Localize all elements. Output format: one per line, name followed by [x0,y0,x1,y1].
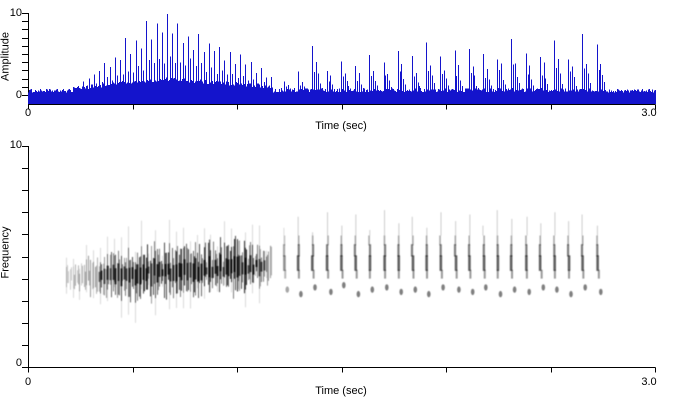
waveform-trace [28,14,656,104]
axes [22,13,656,373]
bottom-ytick-max: 10 [9,139,22,151]
top-xtick-min: 0 [24,107,32,119]
bottom-time-axis-label: Time (sec) [315,385,367,397]
top-ytick-max: 10 [9,7,22,19]
bottom-ytick-min: 0 [15,357,22,369]
top-xtick-max: 3.0 [641,107,657,119]
frequency-axis-label: Frequency [0,226,12,279]
top-ytick-min: 0 [15,89,22,101]
bottom-xtick-max: 3.0 [641,376,657,388]
spectrogram-marks [66,210,603,323]
amplitude-axis-label: Amplitude [0,32,12,81]
top-time-axis-label: Time (sec) [315,120,367,132]
bottom-xtick-min: 0 [24,376,32,388]
